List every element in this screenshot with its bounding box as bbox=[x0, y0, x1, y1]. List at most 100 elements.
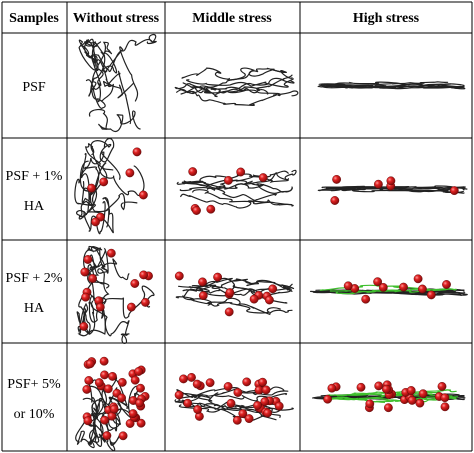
ha-particle bbox=[413, 274, 423, 284]
ha-particle bbox=[374, 381, 384, 391]
ha-particle bbox=[224, 307, 234, 317]
row-label-psf-2-line2: HA bbox=[24, 301, 45, 316]
ha-particle bbox=[386, 176, 396, 186]
ha-particle bbox=[82, 384, 92, 394]
ha-particle bbox=[174, 271, 184, 281]
polymer-chain bbox=[183, 169, 297, 185]
ha-particle bbox=[361, 294, 371, 304]
ha-particle bbox=[236, 167, 246, 177]
header-without-stress: Without stress bbox=[73, 11, 160, 26]
polymer-chain bbox=[174, 67, 287, 95]
ha-particle bbox=[263, 408, 272, 418]
ha-particle bbox=[223, 382, 233, 391]
polymer-chain bbox=[83, 245, 109, 274]
ha-particle bbox=[449, 186, 459, 196]
cell-middle-stress-row-3 bbox=[174, 271, 295, 317]
ha-particle bbox=[136, 418, 146, 428]
ha-particle bbox=[109, 404, 119, 414]
ha-particle bbox=[130, 279, 140, 288]
ha-particle bbox=[437, 381, 447, 391]
polymer-chain bbox=[84, 40, 106, 97]
cell-high-stress-row-2 bbox=[317, 174, 468, 205]
cell-middle-stress-row-1 bbox=[174, 67, 299, 107]
ha-particle bbox=[244, 414, 254, 423]
ha-particle bbox=[100, 415, 110, 425]
ha-particle bbox=[108, 371, 117, 381]
ha-particle bbox=[130, 375, 140, 385]
ha-particle bbox=[373, 179, 383, 189]
polymer-chain bbox=[179, 186, 277, 202]
ha-particle bbox=[118, 431, 128, 441]
polymer-chain bbox=[75, 382, 98, 445]
ha-particle bbox=[192, 379, 202, 389]
polymer-chain bbox=[89, 108, 141, 132]
ha-particle bbox=[95, 302, 105, 312]
ha-particle bbox=[140, 297, 150, 307]
ha-particle bbox=[440, 402, 450, 412]
polymer-chain bbox=[76, 281, 110, 337]
polymer-chain bbox=[78, 162, 114, 220]
ha-particle bbox=[442, 280, 451, 289]
ha-particle bbox=[117, 377, 127, 387]
ha-particle bbox=[205, 378, 215, 388]
ha-particle bbox=[406, 386, 416, 395]
polymer-chain bbox=[84, 137, 115, 166]
polymer-chain bbox=[181, 386, 285, 399]
polymer-chain bbox=[323, 81, 463, 88]
ha-particle bbox=[249, 294, 259, 304]
polymer-chain bbox=[177, 74, 293, 94]
cell-without-stress-row-4 bbox=[75, 356, 150, 452]
ha-particle bbox=[426, 290, 436, 300]
header-high-stress: High stress bbox=[353, 11, 420, 26]
header-samples: Samples bbox=[9, 11, 59, 26]
ha-particle bbox=[332, 174, 341, 184]
polymer-chain bbox=[180, 79, 295, 98]
ha-particle bbox=[102, 431, 112, 440]
polymer-chain bbox=[324, 187, 464, 193]
cell-without-stress-row-1 bbox=[78, 34, 157, 132]
ha-particle bbox=[261, 385, 271, 395]
polymer-chain bbox=[90, 300, 130, 345]
ha-particle bbox=[223, 175, 233, 185]
polymer-chain bbox=[183, 172, 290, 189]
polymer-chain bbox=[192, 189, 294, 207]
ha-particle bbox=[79, 321, 89, 331]
cell-middle-stress-row-2 bbox=[176, 167, 297, 215]
ha-particle bbox=[85, 359, 95, 369]
ha-particle bbox=[233, 388, 243, 397]
oriented-chain bbox=[334, 389, 457, 397]
polymer-chain bbox=[85, 59, 134, 103]
polymer-chain bbox=[78, 34, 157, 73]
ha-particle bbox=[187, 372, 196, 382]
ha-particle bbox=[103, 384, 113, 394]
ha-particle bbox=[225, 288, 235, 297]
ha-particle bbox=[84, 376, 94, 385]
polymer-chain bbox=[320, 83, 452, 87]
ha-particle bbox=[192, 206, 201, 215]
polymer-chain bbox=[321, 185, 455, 190]
ha-particle bbox=[99, 177, 109, 187]
row-label-psf-1-line2: HA bbox=[24, 199, 45, 214]
ha-particle bbox=[415, 398, 425, 408]
ha-particle bbox=[238, 409, 248, 418]
ha-particle bbox=[128, 409, 138, 418]
polymer-chain bbox=[90, 387, 121, 452]
ha-particle bbox=[106, 248, 116, 258]
polymer-chain bbox=[92, 70, 132, 125]
ha-particle bbox=[99, 356, 109, 366]
ha-particle bbox=[399, 282, 408, 292]
ha-particle bbox=[136, 383, 145, 393]
polymer-chain bbox=[186, 78, 294, 88]
ha-particle bbox=[88, 274, 98, 283]
ha-particle bbox=[188, 167, 198, 177]
ha-particle bbox=[100, 370, 109, 380]
ha-particle bbox=[378, 282, 388, 292]
polymer-chain bbox=[182, 295, 293, 316]
ha-particle bbox=[381, 384, 391, 394]
polymer-chain bbox=[190, 85, 299, 97]
ha-particle bbox=[139, 270, 149, 280]
ha-particle bbox=[356, 382, 366, 392]
ha-particle bbox=[117, 393, 127, 403]
ha-particle bbox=[125, 419, 135, 428]
header-middle-stress: Middle stress bbox=[192, 11, 272, 26]
